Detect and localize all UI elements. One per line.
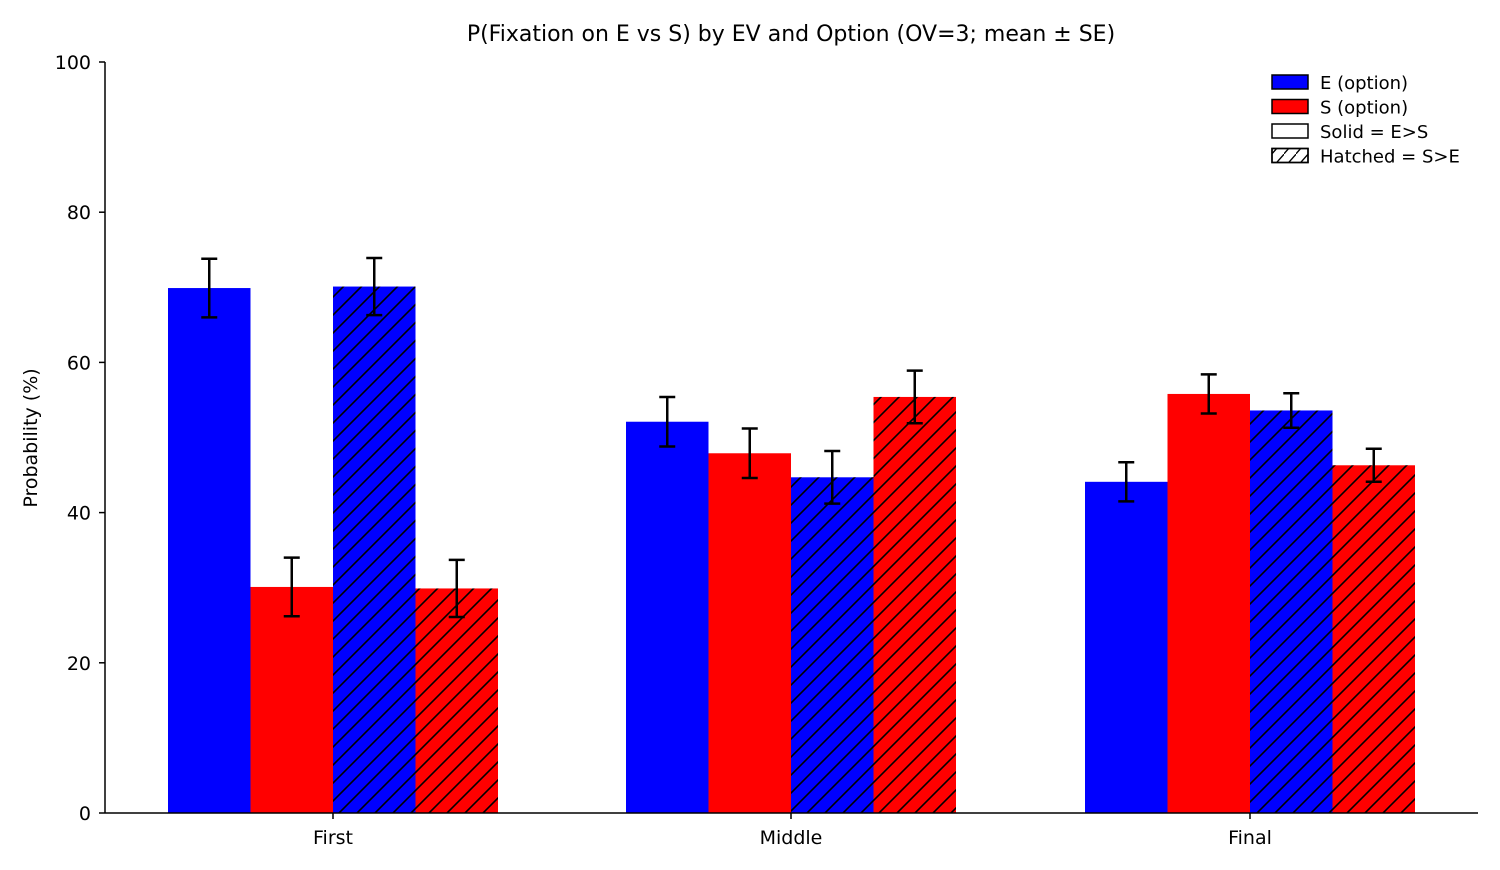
legend: E (option) S (option) Solid = E>S Hatched =… — [1271, 73, 1460, 168]
bar-s-solid-final — [1167, 393, 1250, 813]
x-tick-label-middle: Middle — [760, 827, 823, 849]
bar-e-solid-final — [1085, 481, 1168, 813]
x-tick-label-final: Final — [1228, 827, 1272, 849]
error-bar — [741, 427, 758, 480]
legend-label: S (option) — [1320, 98, 1408, 119]
x-tick-label-first: First — [313, 827, 353, 849]
legend-label: Solid = E>S — [1320, 122, 1428, 143]
bar-hatch-overlay — [415, 588, 498, 813]
legend-swatch — [1271, 123, 1309, 139]
error-bar — [201, 257, 218, 319]
chart-title: P(Fixation on E vs S) by EV and Option (… — [467, 22, 1115, 47]
legend-swatch — [1271, 74, 1309, 90]
error-bar — [366, 256, 383, 317]
error-bar — [283, 556, 300, 618]
legend-item: Solid = E>S — [1271, 122, 1428, 143]
legend-item: S (option) — [1271, 98, 1408, 119]
error-bar — [1365, 447, 1382, 484]
error-bar — [906, 369, 923, 425]
error-bar — [448, 558, 465, 619]
y-tick-label: 20 — [67, 653, 91, 675]
y-tick-label: 0 — [79, 803, 91, 825]
bar-hatch-overlay — [791, 477, 874, 813]
bar-hatch-overlay — [873, 396, 956, 813]
error-bar — [824, 449, 841, 505]
bar-s-solid-first — [250, 586, 333, 813]
bar-e-solid-first — [168, 288, 251, 813]
y-axis-label: Probability (%) — [20, 368, 42, 507]
y-tick-label: 80 — [67, 202, 91, 224]
error-bar — [659, 395, 676, 448]
bar-hatch-overlay — [1250, 410, 1333, 813]
bar-e-solid-middle — [626, 421, 709, 813]
y-tick-label: 60 — [67, 352, 91, 374]
legend-label: Hatched = S>E — [1320, 147, 1460, 168]
legend-swatch-hatch — [1271, 147, 1309, 164]
axes-layer: 0 20 40 60 80 100 First Middle Final — [55, 52, 1478, 849]
bar-hatch-overlay — [1332, 465, 1415, 813]
bars-layer — [168, 286, 1415, 813]
legend-item: E (option) — [1271, 73, 1408, 94]
legend-swatch — [1271, 98, 1309, 115]
bar-hatch-overlay — [333, 286, 416, 813]
error-bars-layer — [201, 256, 1382, 619]
error-bar — [1118, 461, 1135, 503]
y-tick-label: 100 — [55, 52, 91, 74]
y-tick-label: 40 — [67, 503, 91, 525]
error-bar — [1283, 391, 1300, 429]
error-bar — [1200, 373, 1217, 415]
bar-s-solid-middle — [708, 453, 791, 813]
legend-item: Hatched = S>E — [1271, 147, 1460, 168]
legend-label: E (option) — [1320, 73, 1408, 94]
